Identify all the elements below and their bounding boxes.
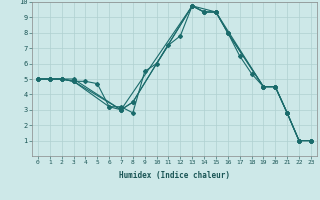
X-axis label: Humidex (Indice chaleur): Humidex (Indice chaleur) bbox=[119, 171, 230, 180]
